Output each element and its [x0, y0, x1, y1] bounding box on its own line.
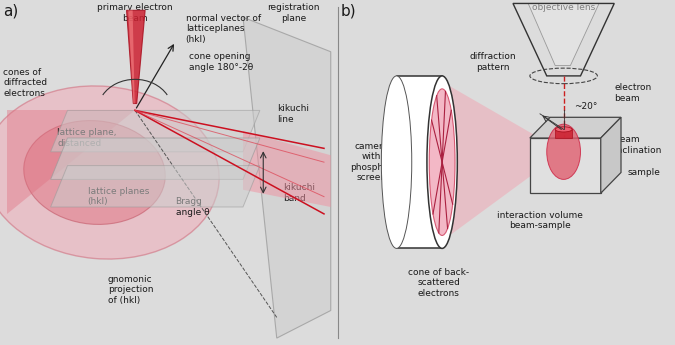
Text: cone of back-
scattered
electrons: cone of back- scattered electrons [408, 268, 469, 298]
Ellipse shape [429, 89, 455, 235]
Ellipse shape [547, 124, 580, 179]
Text: objective lens: objective lens [532, 3, 595, 12]
Polygon shape [243, 17, 331, 338]
Polygon shape [432, 76, 564, 248]
Text: kikuchi
line: kikuchi line [277, 104, 308, 124]
Text: primary electron
beam: primary electron beam [97, 3, 173, 23]
Text: beam
inclination: beam inclination [614, 135, 662, 155]
Polygon shape [7, 110, 135, 214]
Text: kikuchi
band: kikuchi band [284, 184, 315, 203]
Polygon shape [128, 10, 134, 104]
Ellipse shape [381, 76, 412, 248]
Text: gnomonic
projection
of (hkl): gnomonic projection of (hkl) [108, 275, 153, 305]
Polygon shape [555, 129, 572, 138]
Text: cones of
diffracted
electrons: cones of diffracted electrons [3, 68, 47, 98]
Text: Bragg
angle θ: Bragg angle θ [176, 197, 209, 217]
Polygon shape [530, 117, 621, 138]
Ellipse shape [0, 86, 219, 259]
Text: b): b) [341, 3, 356, 18]
Polygon shape [127, 10, 145, 104]
Polygon shape [51, 110, 260, 152]
Polygon shape [51, 166, 260, 207]
Text: interaction volume
beam-sample: interaction volume beam-sample [497, 211, 583, 230]
Text: ~20°: ~20° [574, 102, 597, 111]
Polygon shape [397, 76, 442, 248]
Ellipse shape [427, 76, 458, 248]
Text: lattice plane,
distanced: lattice plane, distanced [57, 128, 117, 148]
Ellipse shape [24, 120, 165, 225]
Text: normal vector of
latticeplanes
(hkl): normal vector of latticeplanes (hkl) [186, 14, 261, 43]
Text: a): a) [3, 3, 19, 18]
Text: sample: sample [628, 168, 661, 177]
Text: registration
plane: registration plane [267, 3, 320, 23]
Text: diffraction
pattern: diffraction pattern [469, 52, 516, 72]
Text: lattice planes
(hkl): lattice planes (hkl) [88, 187, 149, 206]
Polygon shape [51, 138, 260, 179]
Polygon shape [243, 131, 331, 207]
Text: electron
beam: electron beam [614, 83, 651, 103]
Text: camera
with
phosphor
screen: camera with phosphor screen [350, 142, 392, 182]
Polygon shape [601, 117, 621, 193]
Polygon shape [530, 138, 601, 193]
Text: cone opening
angle 180°-2θ: cone opening angle 180°-2θ [189, 52, 253, 72]
Ellipse shape [555, 127, 572, 132]
Polygon shape [528, 3, 599, 66]
